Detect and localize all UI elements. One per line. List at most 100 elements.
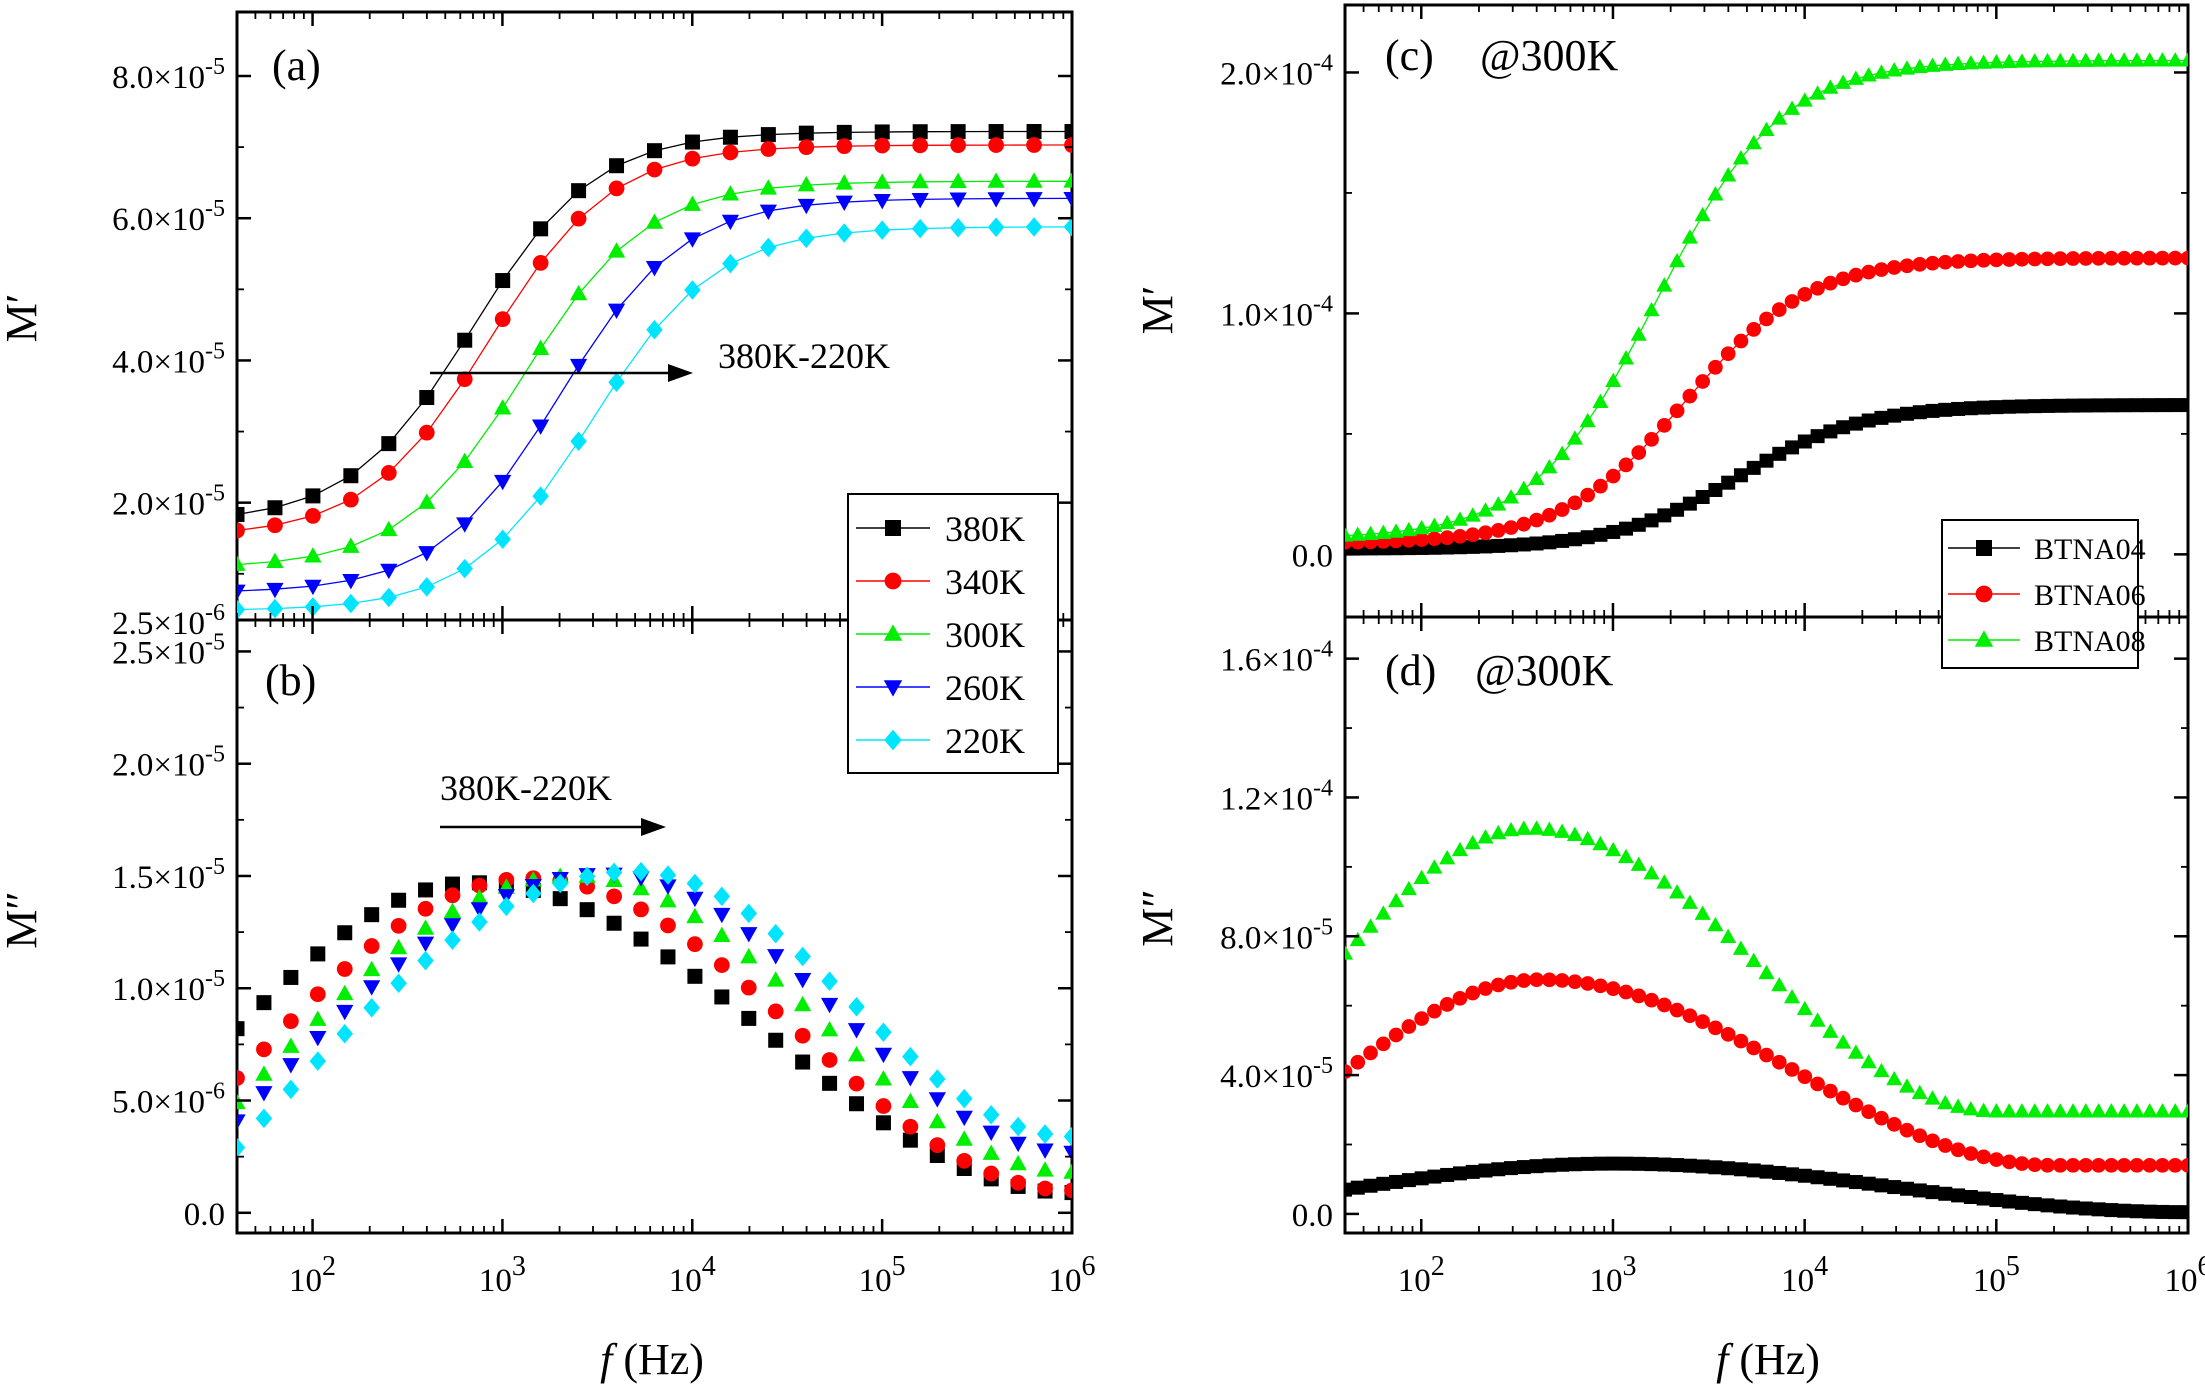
point-BTNA08-7 [1426,859,1443,874]
y-tick-label: 4.0×10-5 [1220,1053,1333,1095]
point-BTNA06-45 [1912,1128,1928,1144]
point-340K-5 [363,938,380,954]
point-BTNA08-0 [1345,527,1354,542]
point-BTNA04-64 [2155,1204,2170,1219]
point-BTNA08-66 [2179,1103,2188,1118]
point-260K-8 [443,918,462,934]
point-BTNA08-63 [2141,52,2158,67]
point-220K-17 [686,873,704,894]
point-340K-4 [336,961,353,977]
point-BTNA08-10 [1464,834,1481,850]
legend-marker-BTNA04 [1976,540,1992,556]
point-BTNA06-3 [1375,1036,1391,1052]
point-380K-16 [660,949,676,965]
legend-label: 260K [945,668,1025,708]
point-260K-12 [683,232,702,248]
point-BTNA04-54 [2027,1197,2042,1212]
point-300K-9 [569,284,588,301]
point-260K-4 [380,563,398,580]
point-220K-20 [767,923,784,944]
point-300K-23 [847,1046,866,1062]
point-BTNA04-23 [1631,517,1646,532]
point-BTNA08-36 [1796,92,1813,107]
point-300K-22 [1063,172,1072,188]
point-BTNA08-33 [1758,964,1775,980]
point-BTNA04-65 [2168,1205,2183,1220]
point-BTNA06-66 [2180,1157,2188,1173]
point-BTNA08-9 [1451,511,1469,526]
point-340K-27 [956,1152,973,1169]
point-BTNA06-19 [1580,976,1596,991]
point-BTNA04-22 [1619,521,1633,536]
point-BTNA08-34 [1771,110,1788,125]
point-BTNA04-12 [1491,538,1506,553]
point-BTNA04-9 [1452,1166,1467,1181]
point-BTNA04-11 [1478,539,1493,554]
point-300K-16 [835,174,853,190]
point-300K-9 [470,888,489,905]
point-300K-14 [759,179,777,195]
point-260K-8 [532,419,550,435]
point-BTNA08-7 [1426,517,1443,532]
point-BTNA06-61 [2116,250,2132,266]
point-BTNA08-58 [2077,52,2094,67]
point-340K-6 [456,371,473,388]
point-BTNA06-2 [1363,1045,1378,1061]
point-BTNA04-30 [1721,1161,1736,1176]
point-BTNA04-48 [1951,401,1966,416]
legend-label: 380K [945,509,1025,549]
point-300K-17 [873,173,891,189]
legend-marker-260K [883,680,903,697]
point-BTNA08-66 [2179,52,2188,67]
legend-temperature: 380K 340K 300K 260K 220K [847,493,1059,774]
x-tick-label: 102 [1398,1251,1445,1299]
point-BTNA06-65 [2167,250,2183,266]
point-BTNA06-61 [2116,1157,2132,1173]
point-BTNA08-12 [1490,496,1507,511]
point-BTNA04-10 [1465,1164,1480,1179]
point-BTNA06-38 [1823,275,1838,291]
point-BTNA08-23 [1630,856,1647,871]
point-BTNA08-11 [1477,829,1494,844]
point-BTNA04-21 [1606,1156,1621,1171]
y-tick-label: 5.0×10-6 [112,1079,225,1121]
point-BTNA04-38 [1823,424,1838,439]
point-BTNA06-20 [1593,478,1608,494]
point-BTNA04-59 [2091,398,2106,413]
x-tick-label: 103 [479,1251,526,1299]
y-tick-label: 0.0 [184,1197,225,1233]
point-300K-4 [336,984,354,1001]
point-220K-0 [237,1137,246,1158]
point-BTNA04-27 [1682,1158,1697,1173]
point-BTNA08-22 [1617,848,1635,864]
point-BTNA04-66 [2181,398,2188,413]
point-BTNA08-11 [1477,502,1494,517]
point-340K-28 [983,1165,1000,1182]
point-300K-15 [632,879,650,896]
point-220K-19 [740,903,758,924]
legend-label: 340K [945,562,1025,602]
point-220K-6 [390,973,407,994]
point-BTNA04-38 [1823,1171,1838,1186]
point-300K-30 [1036,1161,1054,1177]
point-220K-18 [713,886,731,907]
point-220K-29 [1009,1116,1027,1137]
point-BTNA08-10 [1464,507,1481,522]
point-380K-9 [571,183,587,199]
point-260K-2 [304,579,322,596]
point-340K-22 [1064,137,1072,153]
legend-marker-380K [885,520,901,536]
point-380K-7 [495,273,511,289]
point-BTNA04-18 [1567,532,1582,547]
point-220K-5 [363,997,380,1018]
point-340K-0 [237,522,245,539]
point-BTNA04-23 [1631,1156,1646,1171]
legend-marker-220K [884,729,902,751]
point-260K-23 [847,1023,866,1039]
point-BTNA04-50 [1976,400,1991,415]
point-340K-16 [660,917,676,934]
point-BTNA04-39 [1836,1173,1851,1188]
point-BTNA08-48 [1950,55,1967,71]
point-220K-16 [836,223,853,243]
point-340K-29 [1010,1174,1027,1191]
